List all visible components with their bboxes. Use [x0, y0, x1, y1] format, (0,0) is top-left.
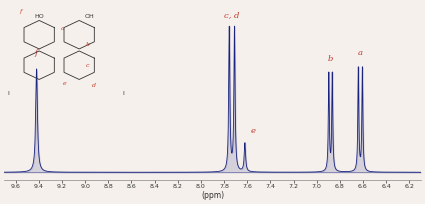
Text: a: a [358, 49, 363, 57]
X-axis label: (ppm): (ppm) [201, 191, 224, 200]
Text: e: e [250, 127, 255, 135]
Text: c, d: c, d [224, 11, 239, 19]
Text: f: f [35, 49, 38, 57]
Text: b: b [328, 55, 333, 63]
